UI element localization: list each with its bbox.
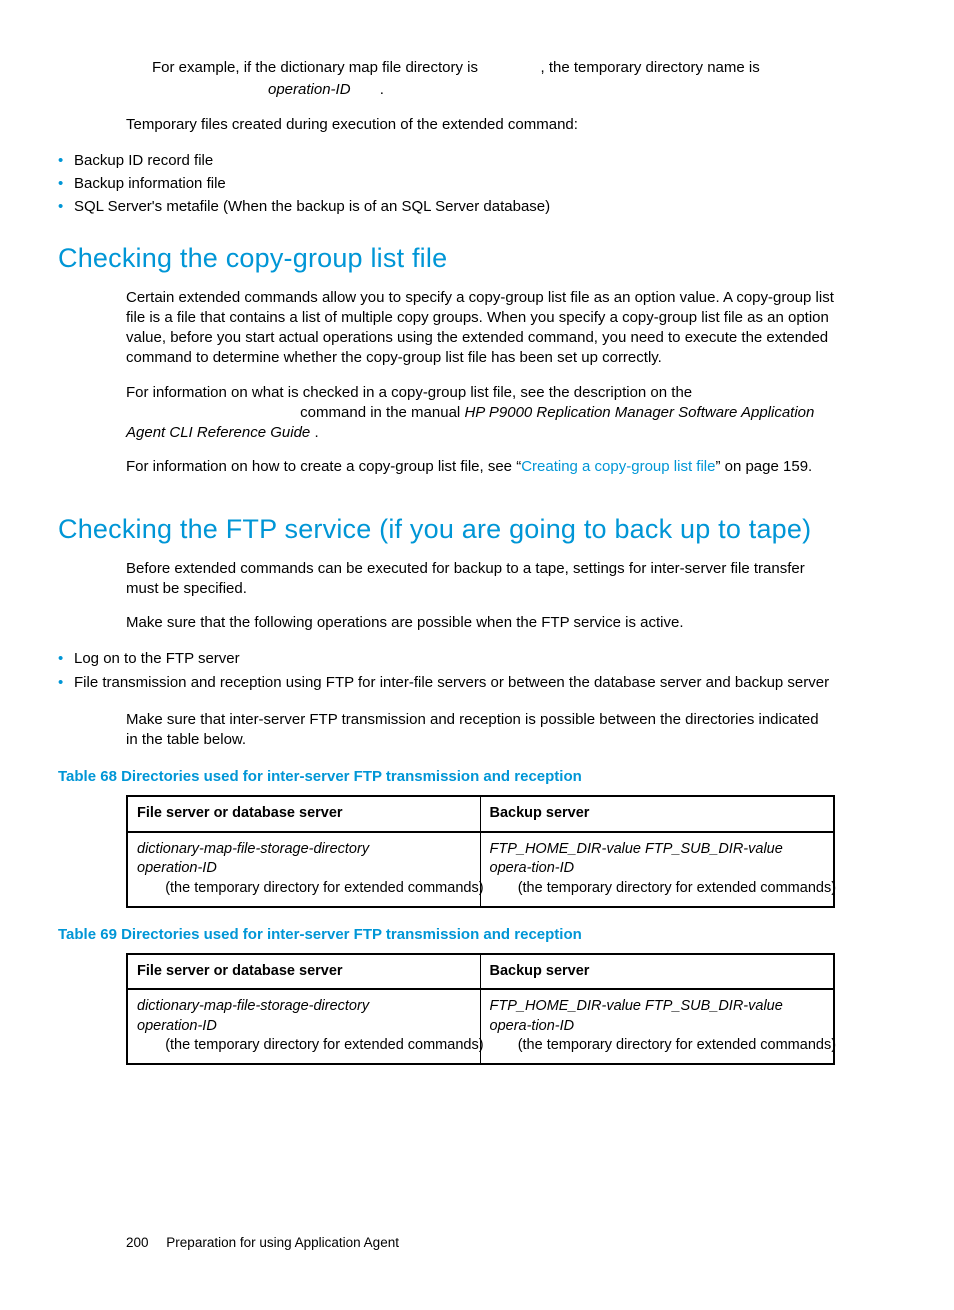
copygroup-p2-line2-pre: command in the manual (300, 404, 464, 421)
list-item: Backup ID record file (58, 149, 834, 172)
footer-title: Preparation for using Application Agent (166, 1235, 399, 1250)
table68-c1: dictionary-map-file-storage-directory op… (127, 832, 480, 907)
table68-h1: File server or database server (127, 796, 480, 832)
t69-l-i1: dictionary-map-file-storage-directory (137, 998, 369, 1014)
ftp-p2: Make sure that the following operations … (126, 613, 834, 633)
temp-files-lead: Temporary files created during execution… (126, 115, 834, 135)
copygroup-p3-pre: For information on how to create a copy-… (126, 458, 521, 475)
table69-caption: Table 69 Directories used for inter-serv… (58, 926, 834, 943)
ftp-list: Log on to the FTP server File transmissi… (58, 647, 834, 694)
list-item: Backup information file (58, 172, 834, 195)
copygroup-p2-pre: For information on what is checked in a … (126, 384, 692, 401)
intro-line1-gap (482, 59, 536, 76)
table68-c2: FTP_HOME_DIR-value FTP_SUB_DIR-value ope… (480, 832, 834, 907)
copygroup-p3-post: ” on page 159. (715, 458, 812, 475)
table69-h1: File server or database server (127, 954, 480, 990)
temp-files-list: Backup ID record file Backup information… (58, 149, 834, 219)
list-item: SQL Server's metafile (When the backup i… (58, 195, 834, 218)
list-item: File transmission and reception using FT… (58, 671, 834, 694)
table69-h2: Backup server (480, 954, 834, 990)
t68-r-i1: FTP_HOME_DIR-value FTP_SUB_DIR-value ope… (490, 841, 783, 877)
heading-copygroup: Checking the copy-group list file (58, 243, 834, 274)
list-item: Log on to the FTP server (58, 647, 834, 670)
t68-l-i1: dictionary-map-file-storage-directory (137, 841, 369, 857)
t69-r-t1: (the temporary directory for extended co… (490, 1037, 837, 1053)
t68-l-t2: (the temporary directory for extended co… (137, 880, 484, 896)
t69-l-i2: operation-ID (137, 1018, 217, 1034)
heading-ftp: Checking the FTP service (if you are goi… (58, 514, 834, 545)
copygroup-p2-line2-post: . (314, 424, 318, 441)
intro-line2-opid: operation-ID (268, 81, 351, 98)
intro-line2-post (355, 81, 376, 98)
table69: File server or database server Backup se… (126, 953, 835, 1065)
table68-caption: Table 68 Directories used for inter-serv… (58, 768, 834, 785)
copygroup-p2: For information on what is checked in a … (126, 383, 834, 444)
intro-line1-pre: For example, if the dictionary map file … (152, 59, 482, 76)
table69-c1: dictionary-map-file-storage-directory op… (127, 989, 480, 1064)
table69-c2: FTP_HOME_DIR-value FTP_SUB_DIR-value ope… (480, 989, 834, 1064)
table-header-row: File server or database server Backup se… (127, 796, 834, 832)
intro-line2-dot: . (380, 81, 384, 98)
t69-l-t2: (the temporary directory for extended co… (137, 1037, 484, 1053)
t68-r-t1: (the temporary directory for extended co… (490, 880, 837, 896)
ftp-p1: Before extended commands can be executed… (126, 559, 834, 600)
copygroup-p3: For information on how to create a copy-… (126, 457, 834, 477)
page-number: 200 (126, 1235, 149, 1250)
ftp-p3: Make sure that inter-server FTP transmis… (126, 710, 834, 751)
t68-l-i2: operation-ID (137, 860, 217, 876)
t69-r-i1: FTP_HOME_DIR-value FTP_SUB_DIR-value ope… (490, 998, 783, 1034)
page: For example, if the dictionary map file … (0, 0, 954, 1310)
table-header-row: File server or database server Backup se… (127, 954, 834, 990)
copygroup-p2-line2-italic: HP P9000 Replication Manager Software Ap… (126, 404, 814, 441)
intro-block: For example, if the dictionary map file … (152, 58, 834, 101)
table-row: dictionary-map-file-storage-directory op… (127, 989, 834, 1064)
table68: File server or database server Backup se… (126, 795, 835, 907)
table-row: dictionary-map-file-storage-directory op… (127, 832, 834, 907)
intro-line1-post: , the temporary directory name is (540, 59, 759, 76)
copygroup-list-file-link[interactable]: Creating a copy-group list file (521, 458, 715, 475)
copygroup-p1: Certain extended commands allow you to s… (126, 288, 834, 369)
page-footer: 200 Preparation for using Application Ag… (126, 1235, 834, 1250)
table68-h2: Backup server (480, 796, 834, 832)
